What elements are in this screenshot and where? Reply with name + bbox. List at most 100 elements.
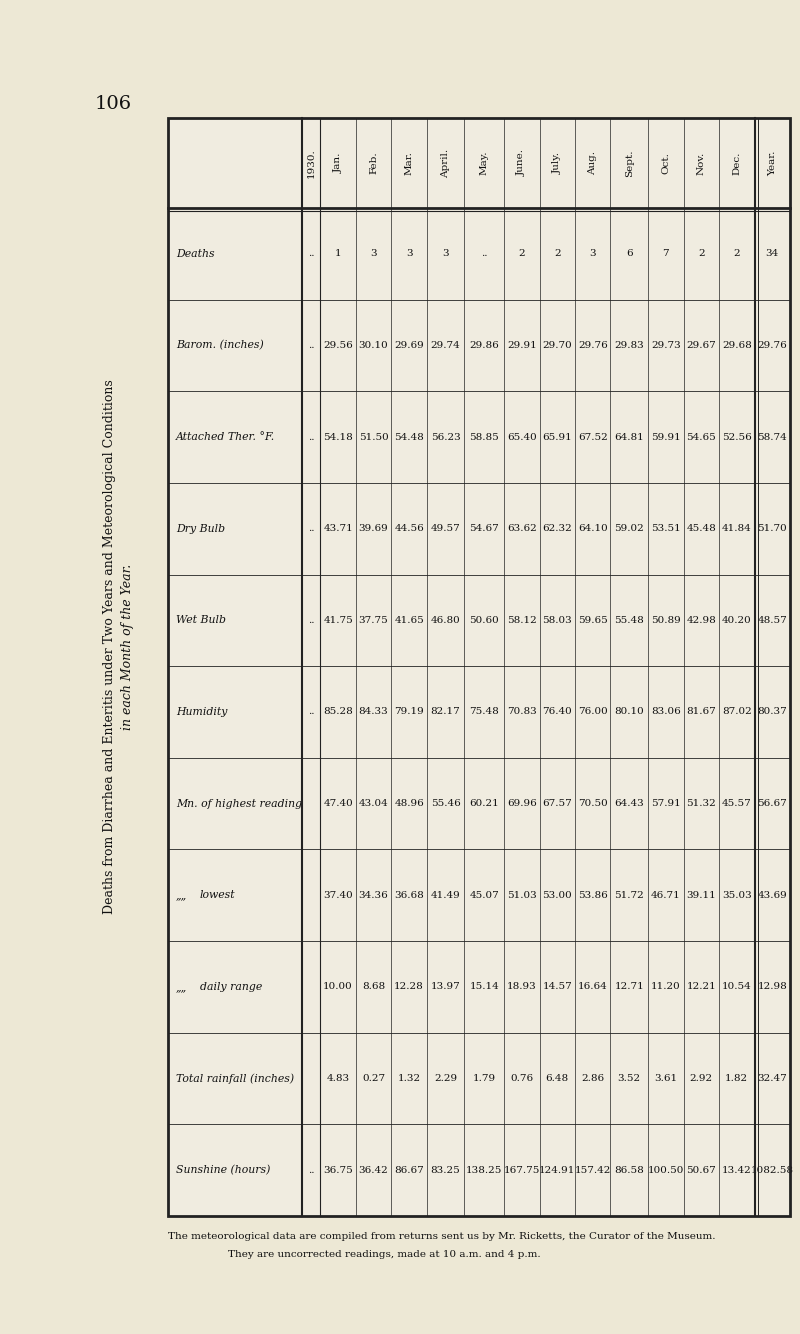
Text: 18.93: 18.93 (507, 982, 537, 991)
Text: 46.71: 46.71 (651, 891, 681, 899)
Text: 2.29: 2.29 (434, 1074, 457, 1083)
Text: 2: 2 (698, 249, 705, 259)
Text: 76.00: 76.00 (578, 707, 608, 716)
Text: 65.91: 65.91 (542, 432, 572, 442)
Text: 12.71: 12.71 (614, 982, 644, 991)
Text: Sept.: Sept. (625, 149, 634, 176)
Text: 41.84: 41.84 (722, 524, 752, 534)
Text: 67.52: 67.52 (578, 432, 608, 442)
Text: 14.57: 14.57 (542, 982, 572, 991)
Text: 55.46: 55.46 (430, 799, 461, 808)
Text: 45.48: 45.48 (686, 524, 716, 534)
Text: 83.25: 83.25 (430, 1166, 461, 1175)
Text: 30.10: 30.10 (358, 342, 389, 350)
Text: 11.20: 11.20 (651, 982, 681, 991)
Text: 41.65: 41.65 (394, 616, 424, 624)
Text: Feb.: Feb. (369, 152, 378, 175)
Text: 1.82: 1.82 (726, 1074, 748, 1083)
Text: 55.48: 55.48 (614, 616, 644, 624)
Text: 58.85: 58.85 (470, 432, 499, 442)
Text: 57.91: 57.91 (651, 799, 681, 808)
Text: 167.75: 167.75 (504, 1166, 540, 1175)
Text: 29.76: 29.76 (578, 342, 608, 350)
Text: 45.07: 45.07 (470, 891, 499, 899)
Text: July.: July. (553, 152, 562, 173)
Text: 58.12: 58.12 (507, 616, 537, 624)
Text: 69.96: 69.96 (507, 799, 537, 808)
Text: Humidity: Humidity (176, 707, 227, 716)
Text: 54.65: 54.65 (686, 432, 716, 442)
Text: 53.51: 53.51 (651, 524, 681, 534)
Text: 58.03: 58.03 (542, 616, 572, 624)
Text: 36.42: 36.42 (358, 1166, 389, 1175)
Text: 58.74: 58.74 (758, 432, 787, 442)
Text: May.: May. (480, 151, 489, 175)
Text: 1082.58: 1082.58 (750, 1166, 794, 1175)
Text: 76.40: 76.40 (542, 707, 572, 716)
Text: 34: 34 (766, 249, 779, 259)
Text: 6.48: 6.48 (546, 1074, 569, 1083)
Text: 70.50: 70.50 (578, 799, 608, 808)
Text: 15.14: 15.14 (470, 982, 499, 991)
Text: 29.70: 29.70 (542, 342, 572, 350)
Text: 41.49: 41.49 (430, 891, 461, 899)
Text: lowest: lowest (200, 890, 236, 900)
Text: 1.32: 1.32 (398, 1074, 421, 1083)
Text: 84.33: 84.33 (358, 707, 389, 716)
Text: 13.42: 13.42 (722, 1166, 752, 1175)
Text: 4.83: 4.83 (326, 1074, 350, 1083)
Text: 70.83: 70.83 (507, 707, 537, 716)
Text: Dec.: Dec. (732, 151, 742, 175)
Text: 37.75: 37.75 (358, 616, 389, 624)
Text: They are uncorrected readings, made at 10 a.m. and 4 p.m.: They are uncorrected readings, made at 1… (228, 1250, 541, 1259)
Text: April.: April. (441, 148, 450, 177)
Text: Wet Bulb: Wet Bulb (176, 615, 226, 626)
Text: 3: 3 (590, 249, 596, 259)
Text: 29.67: 29.67 (686, 342, 716, 350)
Text: ..: .. (308, 1166, 314, 1175)
Text: 79.19: 79.19 (394, 707, 424, 716)
Text: Dry Bulb: Dry Bulb (176, 524, 225, 534)
Text: 46.80: 46.80 (430, 616, 461, 624)
Text: 56.67: 56.67 (758, 799, 787, 808)
Text: daily range: daily range (200, 982, 262, 992)
Text: 60.21: 60.21 (470, 799, 499, 808)
Text: 67.57: 67.57 (542, 799, 572, 808)
Text: 81.67: 81.67 (686, 707, 716, 716)
Text: 1930.: 1930. (306, 148, 315, 177)
Text: 3.61: 3.61 (654, 1074, 678, 1083)
Text: 43.69: 43.69 (758, 891, 787, 899)
Text: ..: .. (481, 249, 487, 259)
Text: 12.98: 12.98 (758, 982, 787, 991)
Text: 48.57: 48.57 (758, 616, 787, 624)
Bar (168, 117, 790, 1217)
Text: 29.83: 29.83 (614, 342, 644, 350)
Text: 0.27: 0.27 (362, 1074, 385, 1083)
Text: 16.64: 16.64 (578, 982, 608, 991)
Text: in each Month of the Year.: in each Month of the Year. (122, 564, 134, 730)
Text: The meteorological data are compiled from returns sent us by Mr. Ricketts, the C: The meteorological data are compiled fro… (168, 1233, 715, 1241)
Text: 6: 6 (626, 249, 633, 259)
Text: 59.02: 59.02 (614, 524, 644, 534)
Text: ..: .. (308, 616, 314, 624)
Text: 12.21: 12.21 (686, 982, 716, 991)
Bar (168, 117, 790, 1217)
Text: 83.06: 83.06 (651, 707, 681, 716)
Text: ..: .. (308, 524, 314, 534)
Text: 54.67: 54.67 (470, 524, 499, 534)
Text: ..: .. (308, 432, 314, 442)
Text: 64.10: 64.10 (578, 524, 608, 534)
Text: 29.86: 29.86 (470, 342, 499, 350)
Text: 86.58: 86.58 (614, 1166, 644, 1175)
Text: 50.67: 50.67 (686, 1166, 716, 1175)
Text: 34.36: 34.36 (358, 891, 389, 899)
Text: 2.86: 2.86 (581, 1074, 604, 1083)
Text: 51.72: 51.72 (614, 891, 644, 899)
Text: 3: 3 (370, 249, 377, 259)
Text: 51.70: 51.70 (758, 524, 787, 534)
Text: ..: .. (308, 707, 314, 716)
Text: 49.57: 49.57 (430, 524, 461, 534)
Text: Oct.: Oct. (662, 152, 670, 173)
Text: 82.17: 82.17 (430, 707, 461, 716)
Text: 36.75: 36.75 (323, 1166, 353, 1175)
